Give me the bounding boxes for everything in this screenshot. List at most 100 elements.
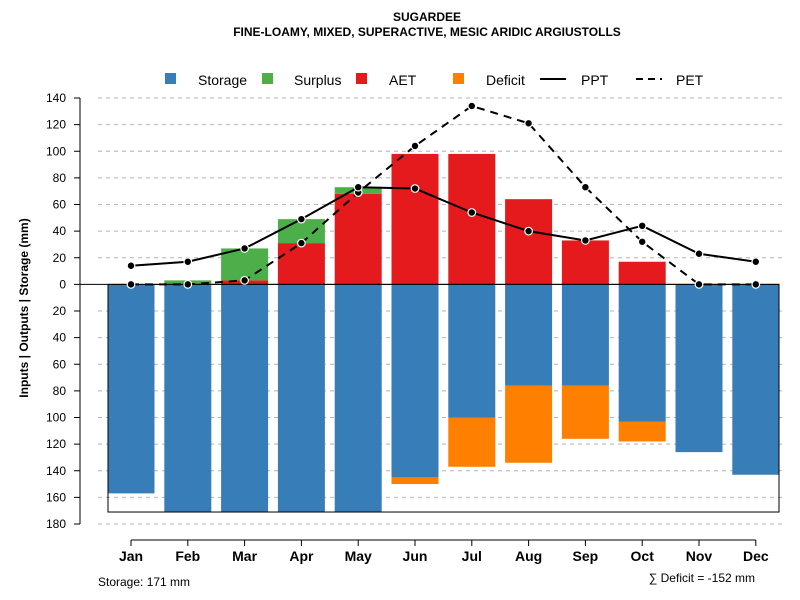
x-axis: Jan Feb Mar Apr May Jun Jul Aug Sep Oct Nov Dec bbox=[119, 539, 769, 564]
point-ppt-jul bbox=[467, 208, 477, 217]
point-ppt-oct bbox=[637, 221, 647, 231]
legend-swatch-deficit bbox=[453, 73, 464, 84]
bar-aet-jun bbox=[391, 153, 439, 285]
y-tick-label: 40 bbox=[53, 331, 67, 345]
chart-subtitle: FINE-LOAMY, MIXED, SUPERACTIVE, MESIC AR… bbox=[233, 25, 621, 39]
legend-label-surplus: Surplus bbox=[294, 72, 341, 88]
y-tick-label: 0 bbox=[59, 277, 66, 291]
y-tick-label: 100 bbox=[46, 144, 66, 158]
legend-label-deficit: Deficit bbox=[486, 72, 525, 88]
bar-aet-oct bbox=[618, 261, 666, 285]
x-tick-label-sep: Sep bbox=[573, 548, 599, 564]
bar-storage-apr bbox=[277, 284, 325, 513]
x-tick-label-apr: Apr bbox=[289, 548, 314, 564]
y-tick-label: 180 bbox=[46, 517, 66, 531]
point-pet-jun bbox=[410, 141, 420, 151]
y-tick-label: 160 bbox=[46, 490, 66, 504]
bar-storage-oct bbox=[618, 284, 666, 422]
bars bbox=[107, 153, 780, 513]
series-lines bbox=[126, 101, 761, 289]
bar-deficit-aug bbox=[505, 385, 553, 463]
bar-deficit-sep bbox=[561, 385, 609, 439]
point-ppt-nov bbox=[694, 249, 704, 259]
legend-swatch-storage bbox=[165, 73, 176, 84]
y-tick-label: 80 bbox=[53, 384, 67, 398]
x-tick-label-feb: Feb bbox=[175, 548, 200, 564]
point-ppt-feb bbox=[183, 257, 193, 267]
bar-storage-aug bbox=[505, 284, 553, 386]
x-tick-label-jun: Jun bbox=[403, 548, 428, 564]
x-tick-label-nov: Nov bbox=[686, 548, 713, 564]
point-pet-feb bbox=[183, 279, 193, 289]
grid bbox=[98, 97, 783, 525]
y-axis: 140 120 100 80 60 40 20 0 20 40 60 80 100 120 140 160 18… bbox=[46, 91, 81, 531]
bar-storage-jun bbox=[391, 284, 439, 478]
point-pet-apr bbox=[297, 238, 306, 248]
bar-deficit-jul bbox=[448, 417, 496, 467]
y-tick-label: 60 bbox=[53, 198, 67, 212]
legend-label-pet: PET bbox=[676, 72, 704, 88]
bar-storage-dec bbox=[732, 284, 780, 475]
legend-swatch-surplus bbox=[262, 73, 273, 84]
point-pet-jan bbox=[126, 279, 136, 289]
x-tick-label-aug: Aug bbox=[515, 548, 542, 564]
storage-note: Storage: 171 mm bbox=[98, 575, 190, 589]
y-axis-title: Inputs | Outputs | Storage (mm) bbox=[17, 218, 31, 397]
bar-deficit-jun bbox=[391, 477, 439, 485]
legend: Storage Surplus AET Deficit PPT PET bbox=[165, 72, 704, 88]
y-tick-label: 60 bbox=[53, 357, 67, 371]
y-tick-label: 120 bbox=[46, 437, 66, 451]
x-tick-label-jan: Jan bbox=[119, 548, 143, 564]
point-ppt-mar bbox=[240, 244, 250, 253]
point-ppt-aug bbox=[524, 226, 533, 236]
x-tick-label-may: May bbox=[345, 548, 372, 564]
bar-surplus-mar bbox=[221, 248, 269, 281]
bar-aet-apr bbox=[277, 243, 325, 285]
bar-storage-nov bbox=[675, 284, 723, 453]
bar-aet-sep bbox=[561, 240, 609, 285]
bar-aet-jul bbox=[448, 153, 496, 285]
x-tick-label-mar: Mar bbox=[232, 548, 257, 564]
y-tick-label: 100 bbox=[46, 411, 66, 425]
y-tick-label: 120 bbox=[46, 118, 66, 132]
bar-aet-may bbox=[334, 193, 382, 285]
point-pet-dec bbox=[751, 279, 761, 289]
bar-deficit-oct bbox=[618, 421, 666, 442]
y-tick-label: 140 bbox=[46, 91, 66, 105]
bar-storage-jul bbox=[448, 284, 496, 418]
chart-title: SUGARDEE bbox=[393, 10, 461, 24]
bar-storage-may bbox=[334, 284, 382, 513]
legend-label-ppt: PPT bbox=[581, 72, 609, 88]
y-tick-label: 40 bbox=[53, 224, 67, 238]
series-line-ppt bbox=[130, 186, 756, 267]
bar-storage-sep bbox=[561, 284, 609, 386]
point-ppt-jun bbox=[410, 184, 420, 193]
x-tick-label-dec: Dec bbox=[743, 548, 769, 564]
legend-label-aet: AET bbox=[389, 72, 417, 88]
point-pet-aug bbox=[524, 118, 533, 128]
bar-storage-jan bbox=[107, 284, 155, 494]
bar-storage-mar bbox=[221, 284, 269, 513]
point-ppt-sep bbox=[581, 236, 590, 245]
point-ppt-dec bbox=[751, 257, 761, 267]
bar-storage-feb bbox=[164, 284, 212, 513]
y-tick-label: 140 bbox=[46, 464, 66, 478]
point-pet-mar bbox=[240, 275, 250, 285]
legend-label-storage: Storage bbox=[198, 72, 247, 88]
point-ppt-may bbox=[353, 182, 363, 192]
y-tick-label: 20 bbox=[53, 251, 67, 265]
y-tick-label: 80 bbox=[53, 171, 67, 185]
point-pet-jul bbox=[467, 101, 477, 111]
x-tick-label-jul: Jul bbox=[462, 548, 482, 564]
point-ppt-apr bbox=[297, 214, 306, 224]
series-line-pet bbox=[131, 104, 756, 286]
bar-aet-aug bbox=[505, 199, 553, 285]
x-tick-label-oct: Oct bbox=[631, 548, 655, 564]
legend-swatch-aet bbox=[356, 73, 367, 84]
point-pet-nov bbox=[694, 279, 704, 289]
deficit-note: ∑ Deficit = -152 mm bbox=[649, 571, 755, 585]
y-tick-label: 20 bbox=[53, 304, 67, 318]
point-pet-oct bbox=[637, 237, 647, 247]
point-ppt-jan bbox=[126, 261, 136, 271]
